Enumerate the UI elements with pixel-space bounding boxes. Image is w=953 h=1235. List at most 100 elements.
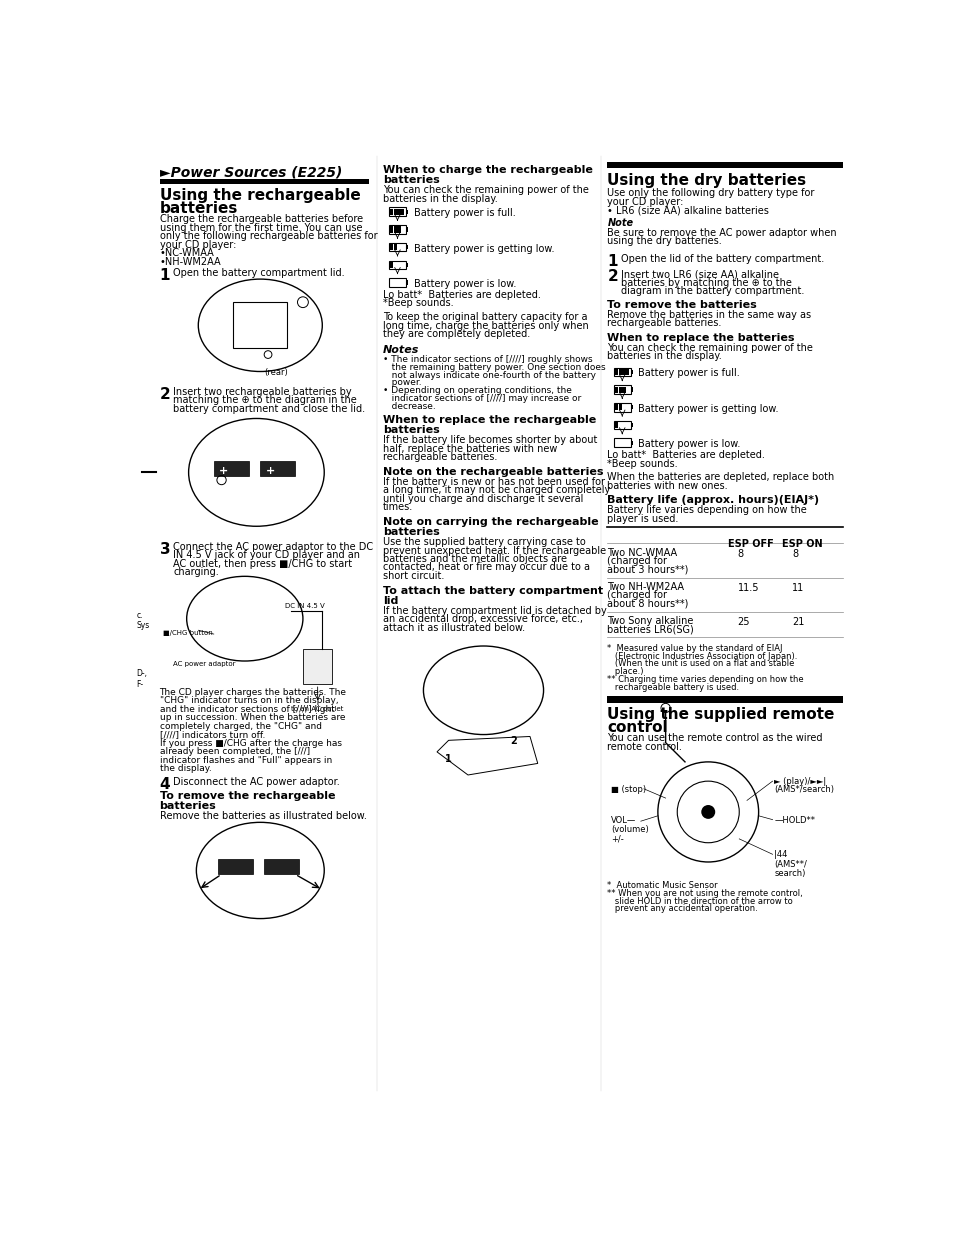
Bar <box>394 226 396 232</box>
Text: Battery life varies depending on how the: Battery life varies depending on how the <box>607 505 806 515</box>
Text: batteries and the metallic objects are: batteries and the metallic objects are <box>382 555 566 564</box>
Text: batteries LR6(SG): batteries LR6(SG) <box>607 624 694 634</box>
Bar <box>406 263 408 267</box>
Text: Using the rechargeable: Using the rechargeable <box>159 188 360 204</box>
Text: 3: 3 <box>159 542 170 557</box>
Text: your CD player:: your CD player: <box>607 196 683 206</box>
Text: (When the unit is used on a flat and stable: (When the unit is used on a flat and sta… <box>607 659 794 668</box>
Text: 2: 2 <box>607 269 618 284</box>
Text: Note: Note <box>607 219 633 228</box>
Text: and the indicator sections of [////] light: and the indicator sections of [////] lig… <box>159 705 335 714</box>
Text: remote control.: remote control. <box>607 742 681 752</box>
Text: matching the ⊕ to the diagram in the: matching the ⊕ to the diagram in the <box>173 395 356 405</box>
Text: about 3 hours**): about 3 hours**) <box>607 564 688 574</box>
Text: prevent any accidental operation.: prevent any accidental operation. <box>607 904 758 914</box>
Text: When to charge the rechargeable: When to charge the rechargeable <box>382 165 592 175</box>
Bar <box>406 210 408 214</box>
Text: Sys: Sys <box>136 621 150 630</box>
Bar <box>630 369 633 374</box>
Text: F-: F- <box>136 680 143 689</box>
Text: DC IN 4.5 V: DC IN 4.5 V <box>285 603 325 609</box>
Text: • The indicator sections of [////] roughly shows: • The indicator sections of [////] rough… <box>382 356 592 364</box>
Text: To remove the batteries: To remove the batteries <box>607 300 757 310</box>
Text: Battery power is full.: Battery power is full. <box>414 209 515 219</box>
Bar <box>390 209 393 215</box>
Text: 1: 1 <box>607 253 618 269</box>
Text: (charged for: (charged for <box>607 590 667 600</box>
Text: *  Measured value by the standard of EIAJ: * Measured value by the standard of EIAJ <box>607 645 782 653</box>
Text: The CD player charges the batteries. The: The CD player charges the batteries. The <box>159 688 346 697</box>
Text: to an AC outlet: to an AC outlet <box>291 705 343 711</box>
Bar <box>615 369 618 375</box>
Text: • Depending on operating conditions, the: • Depending on operating conditions, the <box>382 387 571 395</box>
Text: place.): place.) <box>607 667 643 677</box>
Text: Two NH-WM2AA: Two NH-WM2AA <box>607 582 684 592</box>
Text: Connect the AC power adaptor to the DC: Connect the AC power adaptor to the DC <box>173 542 374 552</box>
Bar <box>615 422 618 429</box>
Text: decrease.: decrease. <box>382 401 435 410</box>
Bar <box>618 387 621 393</box>
Bar <box>389 278 406 287</box>
Text: "CHG" indicator turns on in the display,: "CHG" indicator turns on in the display, <box>159 697 337 705</box>
Text: To remove the rechargeable: To remove the rechargeable <box>159 792 335 802</box>
Text: To attach the battery compartment: To attach the battery compartment <box>382 585 602 595</box>
Text: batteries: batteries <box>159 802 216 811</box>
Text: only the following rechargeable batteries for: only the following rechargeable batterie… <box>159 231 376 241</box>
Text: a long time, it may not be charged completely: a long time, it may not be charged compl… <box>382 485 609 495</box>
Text: Lo batt*  Batteries are depleted.: Lo batt* Batteries are depleted. <box>382 290 540 300</box>
Text: Disconnect the AC power adaptor.: Disconnect the AC power adaptor. <box>173 777 340 787</box>
Text: attach it as illustrated below.: attach it as illustrated below. <box>382 622 524 632</box>
Text: |44: |44 <box>773 851 786 860</box>
Text: •NC-WMAA: •NC-WMAA <box>159 248 214 258</box>
Text: c.: c. <box>136 611 143 620</box>
Text: (AMS**/: (AMS**/ <box>773 860 806 868</box>
Bar <box>406 280 408 285</box>
Bar <box>394 209 396 215</box>
Text: Open the lid of the battery compartment.: Open the lid of the battery compartment. <box>620 253 823 264</box>
Bar <box>260 461 294 477</box>
Text: batteries: batteries <box>382 425 439 436</box>
Text: charging.: charging. <box>173 567 219 577</box>
Text: batteries with new ones.: batteries with new ones. <box>607 480 727 490</box>
Text: Using the dry batteries: Using the dry batteries <box>607 173 806 188</box>
Text: You can check the remaining power of the: You can check the remaining power of the <box>382 185 588 195</box>
Text: +/-: +/- <box>611 835 623 844</box>
Text: VOL—: VOL— <box>611 816 636 825</box>
Bar <box>394 245 396 251</box>
Text: IN 4.5 V jack of your CD player and an: IN 4.5 V jack of your CD player and an <box>173 550 360 561</box>
Text: Open the battery compartment lid.: Open the battery compartment lid. <box>173 268 345 278</box>
Text: (rear): (rear) <box>264 368 288 377</box>
Text: search): search) <box>773 869 804 878</box>
Text: Insert two LR6 (size AA) alkaline: Insert two LR6 (size AA) alkaline <box>620 269 779 279</box>
Bar <box>630 405 633 410</box>
Text: When to replace the rechargeable: When to replace the rechargeable <box>382 415 596 425</box>
Text: indicator flashes and "Full" appears in: indicator flashes and "Full" appears in <box>159 756 332 764</box>
Bar <box>613 421 630 430</box>
Text: Battery power is getting low.: Battery power is getting low. <box>638 404 779 414</box>
Text: 25: 25 <box>737 618 749 627</box>
Text: Remove the batteries as illustrated below.: Remove the batteries as illustrated belo… <box>159 811 366 821</box>
Text: ESP ON: ESP ON <box>781 540 821 550</box>
Text: Note on carrying the rechargeable: Note on carrying the rechargeable <box>382 517 598 527</box>
Text: Battery life (approx. hours)(EIAJ*): Battery life (approx. hours)(EIAJ*) <box>607 495 819 505</box>
Text: Notes: Notes <box>382 346 418 356</box>
Text: batteries: batteries <box>382 175 439 185</box>
Text: Two Sony alkaline: Two Sony alkaline <box>607 615 693 626</box>
Text: ** When you are not using the remote control,: ** When you are not using the remote con… <box>607 889 802 898</box>
Text: battery compartment and close the lid.: battery compartment and close the lid. <box>173 404 365 414</box>
Bar <box>264 858 298 874</box>
Text: If the battery life becomes shorter by about: If the battery life becomes shorter by a… <box>382 436 597 446</box>
Text: Battery power is low.: Battery power is low. <box>414 279 516 289</box>
Bar <box>303 650 332 684</box>
Text: ** Charging time varies depending on how the: ** Charging time varies depending on how… <box>607 674 803 684</box>
Text: 2: 2 <box>159 387 171 401</box>
Text: batteries: batteries <box>159 200 237 216</box>
Text: Be sure to remove the AC power adaptor when: Be sure to remove the AC power adaptor w… <box>607 227 836 237</box>
Text: Use the supplied battery carrying case to: Use the supplied battery carrying case t… <box>382 537 585 547</box>
Text: completely charged, the "CHG" and: completely charged, the "CHG" and <box>159 721 321 731</box>
Text: batteries: batteries <box>382 527 439 537</box>
Text: indicator sections of [////] may increase or: indicator sections of [////] may increas… <box>382 394 580 403</box>
Text: To keep the original battery capacity for a: To keep the original battery capacity fo… <box>382 312 587 322</box>
Bar <box>389 261 406 269</box>
Text: times.: times. <box>382 503 413 513</box>
